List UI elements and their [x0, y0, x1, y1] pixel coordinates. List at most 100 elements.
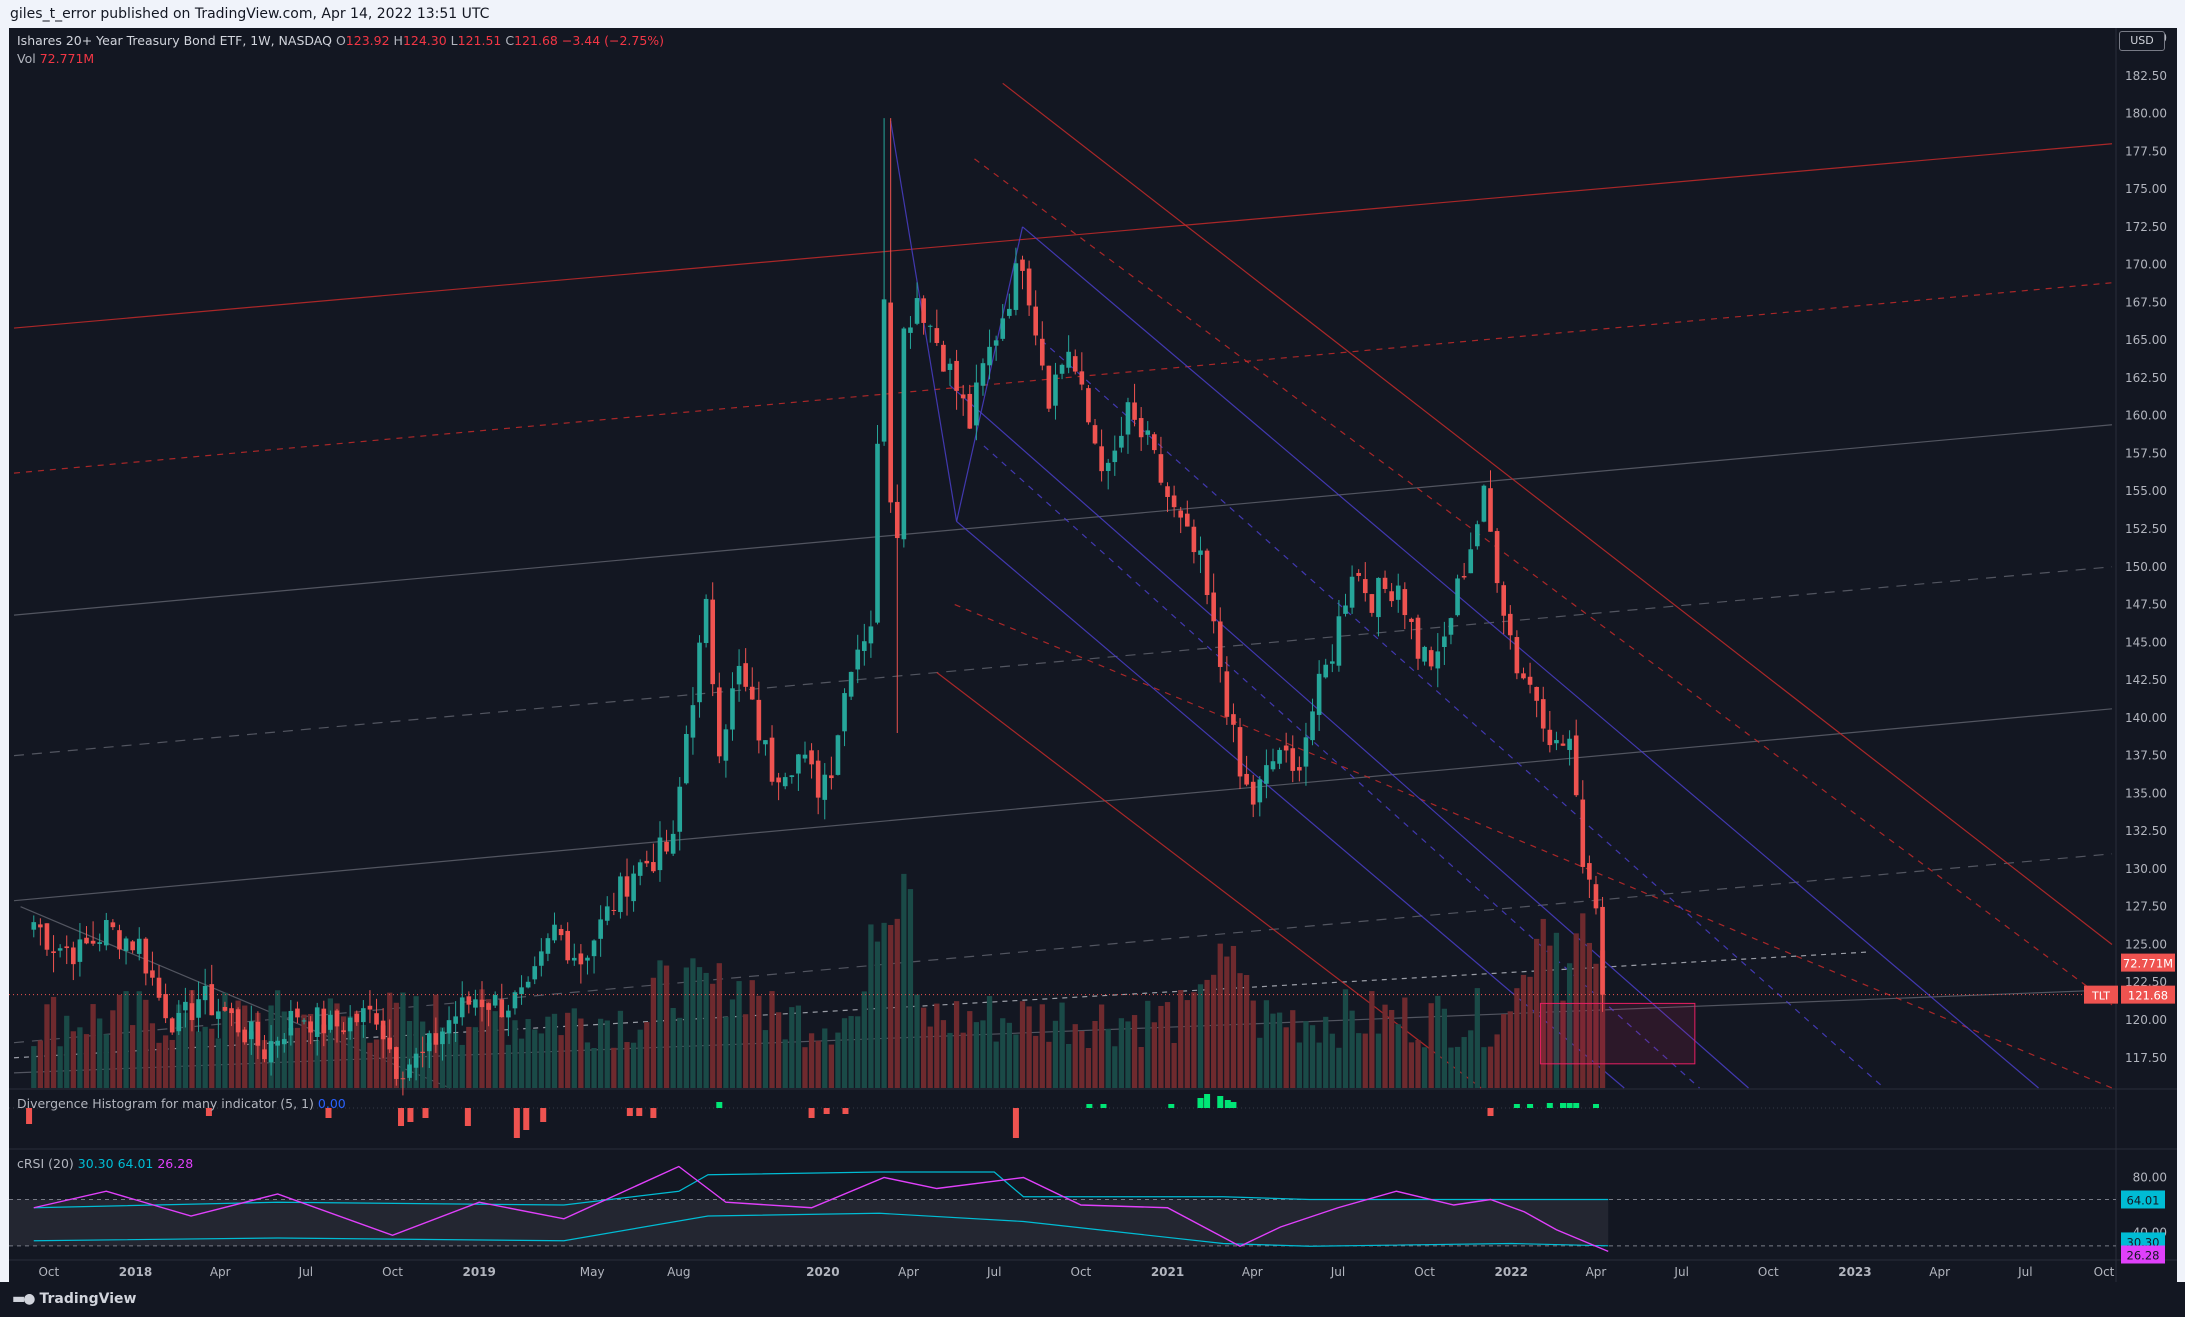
candle-body — [1026, 268, 1032, 306]
candle-body — [1125, 402, 1131, 435]
candle-body — [1554, 740, 1559, 744]
volume-bar — [44, 1004, 50, 1088]
candle-body — [1534, 686, 1539, 701]
price-tick-label: 157.50 — [2125, 446, 2167, 460]
volume-bar — [1448, 1047, 1454, 1088]
candle-body — [644, 860, 650, 864]
divergence-bar — [716, 1102, 723, 1108]
price-tick-label: 172.50 — [2125, 220, 2167, 234]
volume-bar — [677, 1017, 683, 1088]
candle-body — [446, 1020, 452, 1034]
volume-bar — [920, 1007, 927, 1088]
candle-body — [980, 363, 986, 386]
volume-bar — [789, 1007, 795, 1088]
volume-bar — [538, 1033, 544, 1088]
time-tick-label: 2023 — [1838, 1265, 1871, 1279]
candle-body — [1488, 488, 1493, 532]
volume-bar — [97, 1018, 103, 1088]
volume-bar — [242, 1005, 248, 1088]
red-down-mid — [974, 158, 2113, 1006]
volume-bar — [130, 1025, 136, 1088]
candle-body — [387, 1037, 393, 1050]
volume-bar — [189, 990, 195, 1088]
candle-body — [1428, 650, 1434, 667]
volume-bar — [1369, 991, 1375, 1088]
volume-bar — [1342, 989, 1349, 1088]
candle-body — [1547, 729, 1553, 746]
price-tick-label: 120.00 — [2125, 1013, 2167, 1027]
candle-body — [1079, 371, 1085, 385]
volume-bar — [545, 1016, 551, 1088]
volume-bar — [749, 980, 755, 1088]
volume-bar — [1204, 979, 1210, 1088]
volume-bar — [868, 924, 874, 1088]
volume-bar — [1336, 1047, 1342, 1088]
divergence-bar — [1527, 1104, 1534, 1108]
candle-body — [1119, 435, 1124, 448]
candle-body — [486, 1003, 491, 1010]
volume-bar — [215, 1038, 221, 1088]
candle-body — [684, 733, 689, 784]
volume-bar — [703, 972, 709, 1088]
volume-bar — [1184, 1000, 1190, 1088]
red-channel-upper — [13, 143, 2113, 329]
volume-bar — [1098, 1004, 1105, 1088]
divergence-value: 0.00 — [317, 1096, 346, 1111]
volume-bar — [598, 1018, 604, 1088]
volume-bar — [446, 1033, 452, 1088]
candle-body — [1349, 576, 1355, 608]
volume-bar — [149, 1023, 156, 1088]
candle-body — [552, 924, 557, 941]
candle-body — [1132, 402, 1137, 420]
time-tick-label: Apr — [1586, 1265, 1607, 1279]
candle-body — [183, 1001, 188, 1011]
volume-bar — [888, 924, 894, 1088]
volume-bar — [1323, 1016, 1329, 1088]
candle-body — [1105, 462, 1111, 471]
price-tick-label: 177.50 — [2125, 144, 2167, 158]
volume-bar — [802, 1047, 808, 1088]
purple-pitch-mid — [949, 385, 1749, 1089]
candle-body — [103, 920, 109, 946]
red-down-upper — [1002, 82, 2113, 945]
currency-button[interactable]: USD — [2119, 31, 2165, 51]
volume-bar — [1454, 1046, 1461, 1088]
volume-bar — [551, 1013, 558, 1088]
tradingview-logo[interactable]: ▬● TradingView — [12, 1291, 136, 1307]
time-tick-label: Aug — [667, 1265, 690, 1279]
volume-bar — [1296, 1042, 1302, 1088]
highlight-box — [1539, 1002, 1696, 1065]
volume-bar — [228, 1010, 235, 1088]
candle-body — [703, 598, 709, 644]
candle-body — [1059, 364, 1065, 374]
divergence-bar — [1012, 1108, 1019, 1138]
candle-body — [914, 298, 920, 324]
volume-bar — [459, 1044, 465, 1088]
divergence-bar — [1168, 1104, 1175, 1108]
candle-body — [1461, 576, 1467, 578]
candle-body — [651, 862, 656, 872]
candle-body — [796, 754, 801, 774]
candle-body — [1283, 745, 1289, 751]
divergence-bar — [1230, 1102, 1237, 1108]
volume-bar — [209, 1028, 215, 1088]
candle-body — [848, 671, 854, 697]
candle-body — [730, 688, 735, 730]
volume-bar — [710, 983, 716, 1088]
divergence-bar — [523, 1108, 530, 1130]
candle-body — [921, 298, 926, 323]
crsi-line — [33, 1165, 1609, 1253]
time-tick-label: Oct — [1414, 1265, 1435, 1279]
divergence-bar — [1100, 1104, 1107, 1108]
volume-bar — [1514, 988, 1520, 1088]
candle-body — [1217, 621, 1223, 667]
chart-svg[interactable]: 185.00182.50180.00177.50175.00172.50170.… — [9, 28, 2177, 1282]
volume-bar — [1033, 1035, 1039, 1088]
volume-bar — [1118, 1018, 1125, 1088]
volume-bar — [670, 1007, 676, 1088]
volume-bar — [1092, 1020, 1098, 1088]
candle-body — [1481, 485, 1487, 522]
volume-bar — [1059, 1002, 1065, 1088]
chart-frame[interactable]: 185.00182.50180.00177.50175.00172.50170.… — [9, 28, 2177, 1282]
candle-body — [743, 663, 748, 687]
